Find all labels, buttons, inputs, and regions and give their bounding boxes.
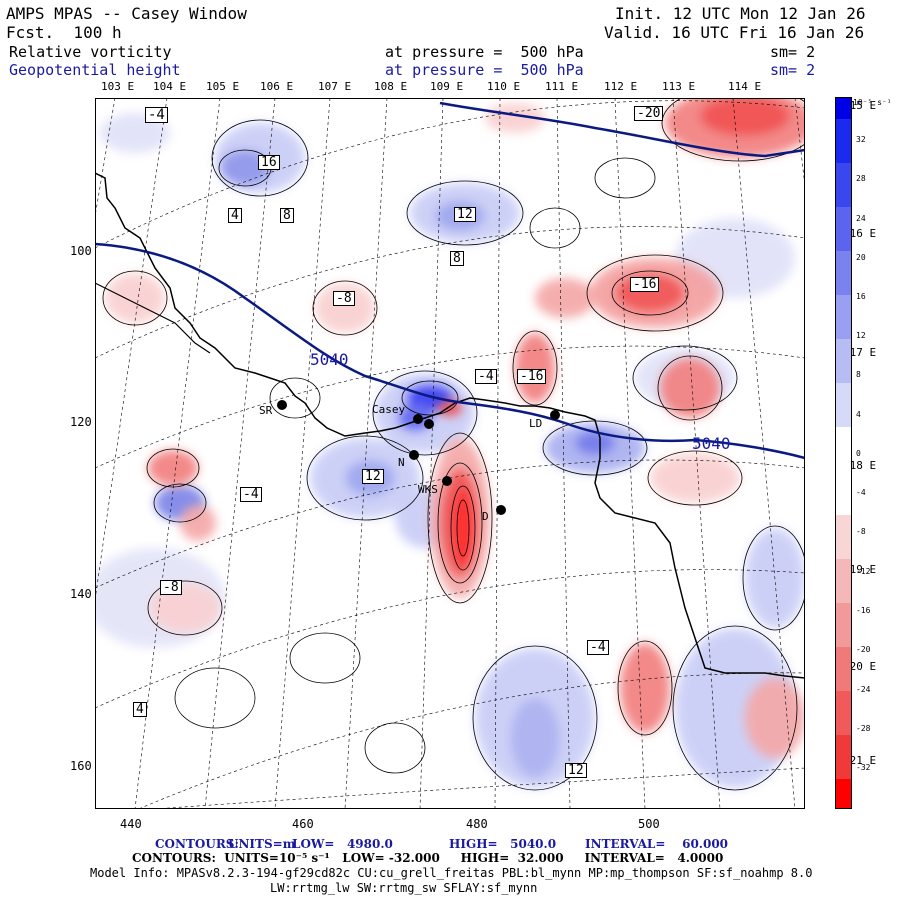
station-label-casey: Casey [372, 403, 406, 416]
lon-label: 111 E [545, 80, 579, 93]
station-label-n: N [398, 456, 405, 469]
station-label-ld: LD [529, 417, 543, 430]
init-time: Init. 12 UTC Mon 12 Jan 26 [615, 4, 866, 23]
colorbar-label: 0 [856, 449, 861, 458]
field-2-name: Geopotential height [9, 61, 181, 79]
contour-label: 8 [280, 208, 294, 223]
colorbar-label: -16 [856, 606, 871, 615]
colorbar-label: -32 [856, 763, 871, 772]
lon-label: 109 E [430, 80, 464, 93]
x-tick: 460 [292, 817, 314, 831]
field-2-pressure: at pressure = 500 hPa [385, 61, 584, 79]
lon-label: 113 E [662, 80, 696, 93]
station-label-sr: SR [259, 404, 273, 417]
contour-label: -8 [333, 291, 355, 306]
lon-label: 106 E [260, 80, 294, 93]
colorbar-label: 32 [856, 135, 866, 144]
colorbar-unit: 10⁻⁵ s⁻¹ [853, 98, 892, 107]
colorbar-label: -8 [856, 527, 866, 536]
contour-label: -4 [240, 487, 262, 502]
contour-label: 12 [362, 469, 384, 484]
footer-height-interval: INTERVAL= 60.000 [585, 837, 729, 851]
x-tick: 480 [466, 817, 488, 831]
lon-label: 108 E [374, 80, 408, 93]
footer-height-high: HIGH= 5040.0 [449, 837, 557, 851]
contour-label-height: 5040 [692, 434, 731, 453]
lon-label: 112 E [604, 80, 638, 93]
footer-model-info: Model Info: MPASv8.2.3-194-gf29cd82c CU:… [90, 866, 813, 880]
field-1-pressure: at pressure = 500 hPa [385, 43, 584, 61]
contour-label-height: 5040 [310, 350, 349, 369]
contour-label: -4 [145, 107, 168, 123]
colorbar-label: -12 [856, 567, 871, 576]
field-1-name: Relative vorticity [9, 43, 172, 61]
colorbar-label: 4 [856, 410, 861, 419]
height-contour-4980 [439, 101, 805, 158]
lon-label: 105 E [206, 80, 240, 93]
lon-label: 104 E [153, 80, 187, 93]
contour-label: -8 [160, 580, 182, 595]
colorbar-label: 20 [856, 253, 866, 262]
footer-height-units: UNITS=m [228, 837, 296, 851]
lon-label: 110 E [487, 80, 521, 93]
map-title: AMPS MPAS -- Casey Window [6, 4, 247, 23]
contour-label: -4 [587, 640, 609, 655]
y-tick: 160 [70, 759, 92, 773]
contour-label: 16 [258, 155, 280, 170]
station-label-wks: WKS [418, 483, 438, 496]
forecast-hour: Fcst. 100 h [6, 23, 122, 42]
colorbar [835, 97, 852, 809]
lon-label: 107 E [318, 80, 352, 93]
stations [277, 400, 560, 515]
contour-label: 12 [454, 207, 476, 222]
field-1-smoothing: sm= 2 [770, 43, 816, 61]
contour-label: 8 [450, 251, 464, 266]
vorticity-map[interactable] [95, 98, 805, 809]
colorbar-label: -20 [856, 645, 871, 654]
footer-height-contours: CONTOURS: [155, 837, 239, 851]
x-tick: 500 [638, 817, 660, 831]
colorbar-label: 12 [856, 331, 866, 340]
y-tick: 140 [70, 587, 92, 601]
height-contour-5040 [95, 242, 805, 460]
lon-label: 114 E [728, 80, 762, 93]
contour-label: 4 [228, 208, 242, 223]
colorbar-label: -24 [856, 685, 871, 694]
contour-label: -20 [634, 106, 664, 121]
colorbar-label: 16 [856, 292, 866, 301]
station-label-d: D [482, 510, 489, 523]
colorbar-label: -4 [856, 488, 866, 497]
contour-label: 12 [565, 763, 587, 778]
lon-label: 103 E [101, 80, 135, 93]
field-2-smoothing: sm= 2 [770, 61, 816, 79]
footer-vorticity-contours: CONTOURS: UNITS=10⁻⁵ s⁻¹ LOW= -32.000 HI… [132, 851, 724, 865]
y-tick: 100 [70, 244, 92, 258]
coastline [95, 172, 805, 679]
colorbar-label: 8 [856, 370, 861, 379]
contour-label: -4 [475, 369, 497, 384]
contour-label: -16 [517, 369, 547, 384]
footer-model-info-2: LW:rrtmg_lw SW:rrtmg_sw SFLAY:sf_mynn [270, 881, 538, 895]
colorbar-label: -28 [856, 724, 871, 733]
y-tick: 120 [70, 415, 92, 429]
x-tick: 440 [120, 817, 142, 831]
contour-label: -16 [630, 277, 660, 292]
colorbar-label: 24 [856, 214, 866, 223]
colorbar-label: 28 [856, 174, 866, 183]
footer-height-low: LOW= 4980.0 [292, 837, 393, 851]
contour-label: 4 [133, 702, 147, 717]
valid-time: Valid. 16 UTC Fri 16 Jan 26 [604, 23, 865, 42]
